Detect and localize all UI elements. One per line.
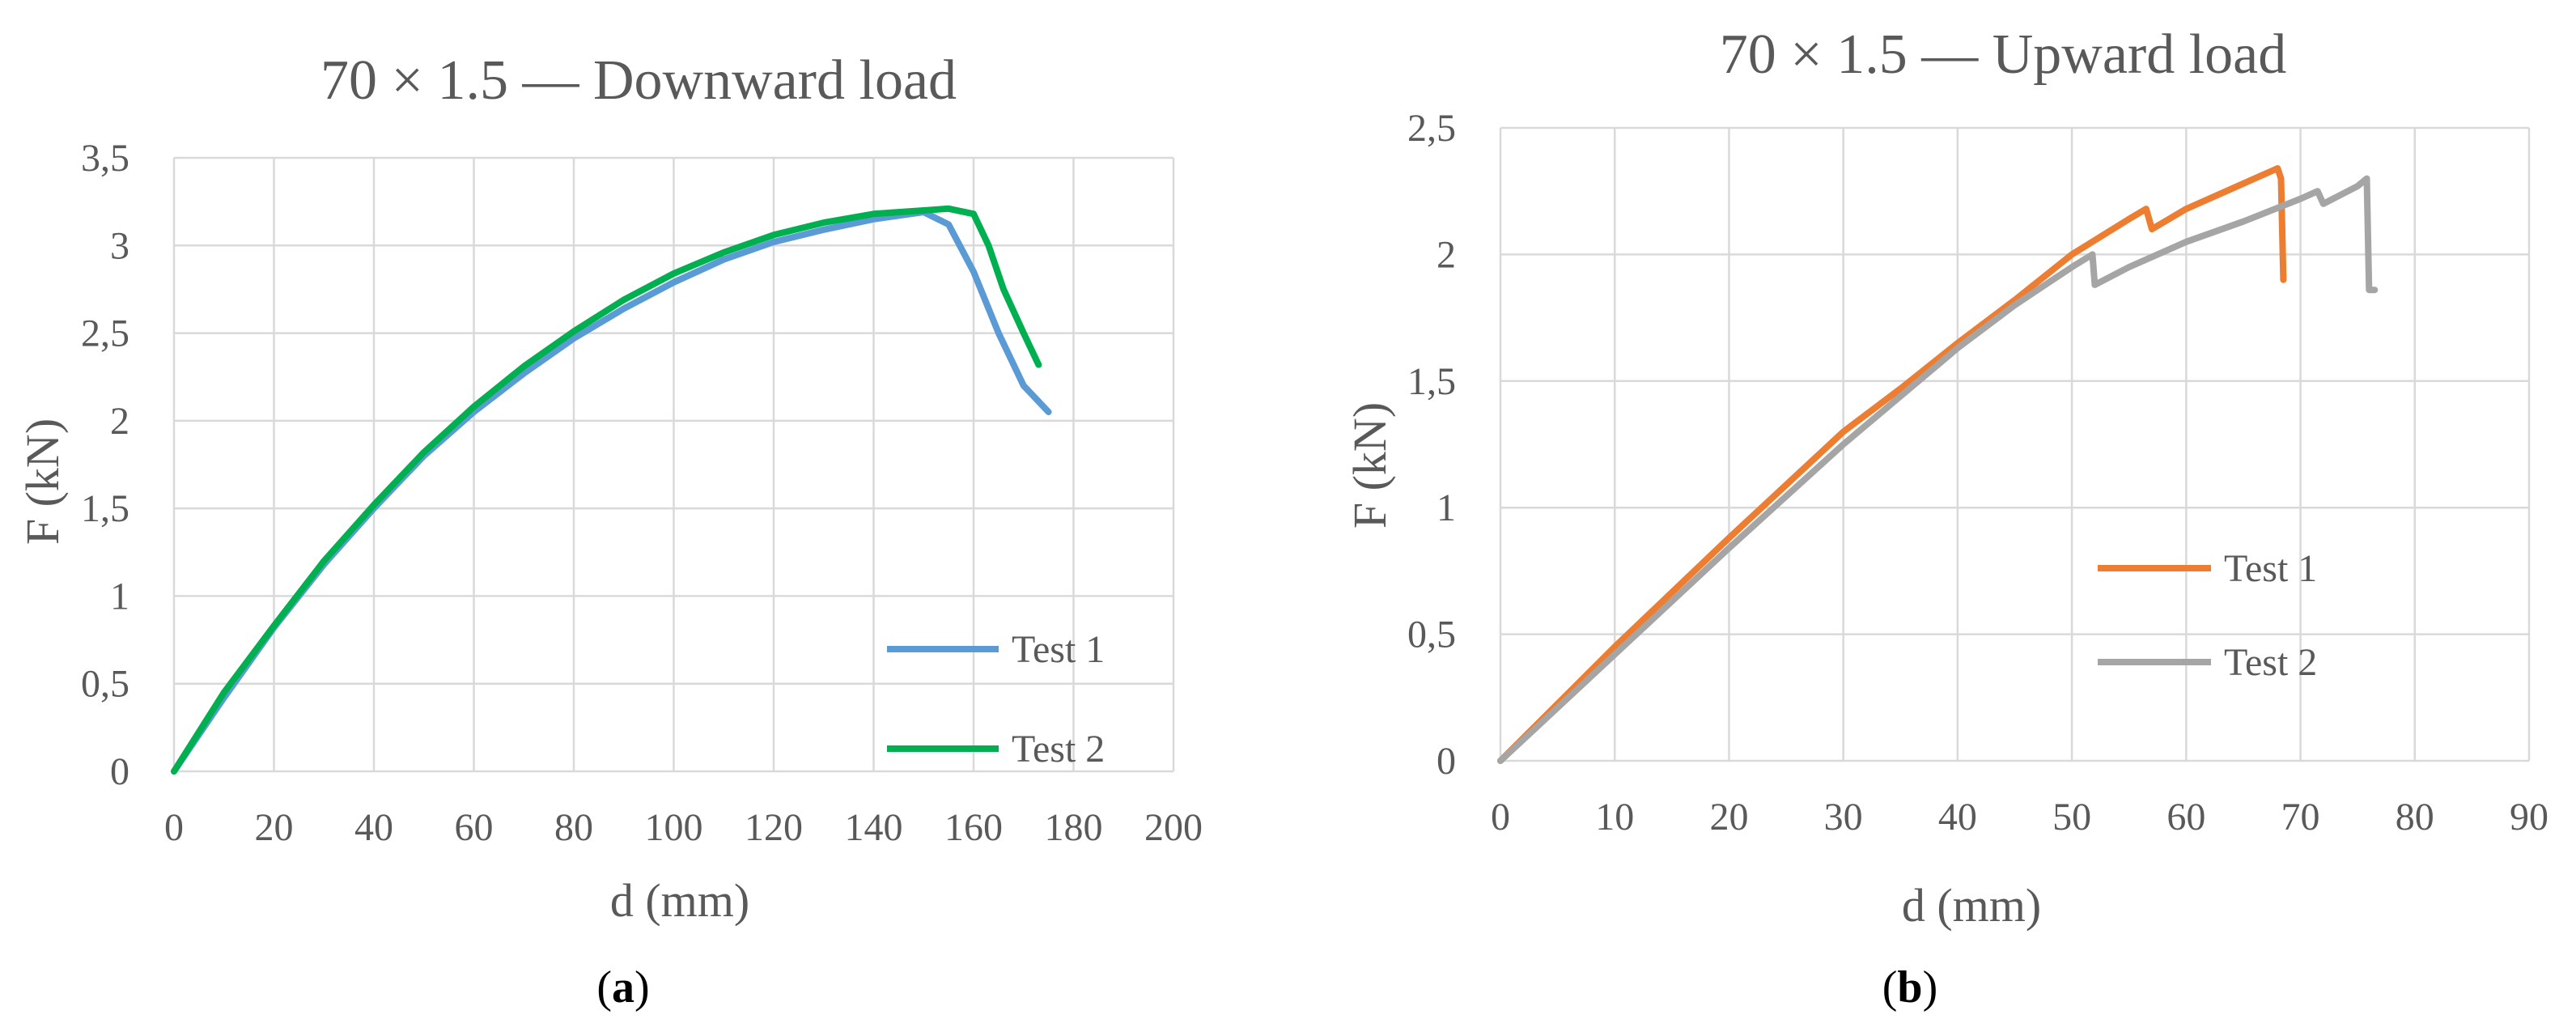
- b-series-line-2: [1497, 175, 2379, 764]
- a-y-tick-label: 0: [110, 750, 129, 793]
- a-x-tick-label: 180: [1045, 806, 1103, 849]
- chart-b-x-axis-label: d (mm): [1902, 879, 2041, 932]
- chart-b-legend-label-test-2: Test 2: [2224, 641, 2317, 684]
- a-y-tick-label: 2: [110, 400, 129, 443]
- b-series-line-1: [1497, 165, 2287, 764]
- b-x-tick-label: 70: [2281, 796, 2320, 839]
- b-x-tick-label: 40: [1938, 796, 1977, 839]
- a-y-tick-label: 1,5: [81, 487, 129, 530]
- a-y-tick-label: 3,5: [81, 137, 129, 180]
- b-y-tick-label: 2: [1437, 233, 1456, 276]
- b-y-tick-label: 0,5: [1407, 614, 1456, 656]
- chart-a-x-ticks: 0 20 40 60 80 100 120 140 160 180 200: [164, 806, 1203, 849]
- a-x-tick-label: 80: [554, 806, 593, 849]
- b-y-tick-label: 2,5: [1407, 107, 1456, 150]
- chart-a-title: 70 × 1.5 — Downward load: [320, 49, 957, 112]
- chart-b-y-ticks: 0 0,5 1 1,5 2 2,5: [1407, 107, 1456, 783]
- chart-b-caption: (b): [1882, 962, 1937, 1013]
- chart-upward-load: 70 × 1.5 — Upward load 0 0,5 1 1,5 2 2,5 0 10 2…: [1343, 23, 2548, 1013]
- a-x-tick-label: 200: [1144, 806, 1203, 849]
- b-x-tick-label: 90: [2510, 796, 2548, 839]
- a-x-tick-label: 120: [745, 806, 803, 849]
- chart-b-legend-label-test-1: Test 1: [2224, 547, 2317, 590]
- a-series-line-2: [171, 205, 1042, 775]
- chart-a-x-axis-label: d (mm): [610, 874, 749, 927]
- b-x-tick-label: 80: [2396, 796, 2434, 839]
- a-series-line-1: [171, 209, 1052, 775]
- a-x-tick-label: 100: [645, 806, 703, 849]
- a-x-tick-label: 60: [455, 806, 494, 849]
- b-y-tick-label: 1,5: [1407, 360, 1456, 403]
- a-y-tick-label: 2,5: [81, 312, 129, 355]
- b-x-tick-label: 50: [2052, 796, 2091, 839]
- chart-b-y-axis-label: F (kN): [1343, 402, 1396, 529]
- chart-b-gridlines: [1499, 126, 2531, 762]
- chart-b-series: [1497, 165, 2379, 764]
- a-y-tick-label: 1: [110, 575, 129, 618]
- b-y-tick-label: 1: [1437, 486, 1456, 529]
- a-x-tick-label: 160: [944, 806, 1003, 849]
- b-y-tick-label: 0: [1437, 740, 1456, 783]
- chart-a-legend-label-test-1: Test 1: [1012, 628, 1105, 671]
- chart-a-y-axis-label: F (kN): [16, 418, 69, 545]
- b-x-tick-label: 60: [2166, 796, 2205, 839]
- a-x-tick-label: 40: [354, 806, 393, 849]
- b-x-tick-label: 0: [1491, 796, 1510, 839]
- chart-a-legend: Test 1 Test 2: [887, 628, 1105, 771]
- b-x-tick-label: 20: [1709, 796, 1748, 839]
- b-x-tick-label: 30: [1824, 796, 1863, 839]
- chart-downward-load: 70 × 1.5 — Downward load 0 0,5 1 1,5 2 2,5 3 3,…: [16, 49, 1203, 1013]
- chart-b-x-ticks: 0 10 20 30 40 50 60 70 80 90: [1491, 796, 2548, 839]
- chart-a-series: [171, 205, 1052, 775]
- a-x-tick-label: 0: [164, 806, 184, 849]
- b-x-tick-label: 10: [1595, 796, 1634, 839]
- chart-a-caption: (a): [596, 962, 649, 1013]
- chart-a-y-ticks: 0 0,5 1 1,5 2 2,5 3 3,5: [81, 137, 129, 793]
- chart-a-legend-label-test-2: Test 2: [1012, 728, 1105, 771]
- chart-a-gridlines: [172, 156, 1175, 773]
- a-y-tick-label: 3: [110, 224, 129, 267]
- a-x-tick-label: 140: [845, 806, 903, 849]
- a-x-tick-label: 20: [255, 806, 294, 849]
- a-y-tick-label: 0,5: [81, 663, 129, 706]
- chart-b-title: 70 × 1.5 — Upward load: [1720, 23, 2286, 86]
- chart-b-legend: Test 1 Test 2: [2098, 547, 2317, 684]
